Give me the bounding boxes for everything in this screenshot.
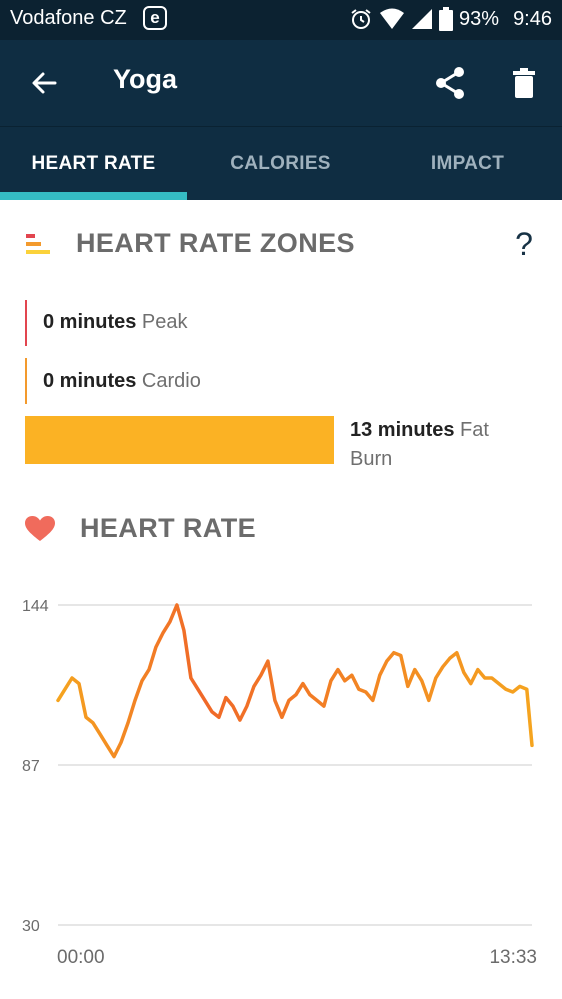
tab-heart-rate[interactable]: HEART RATE (31, 153, 156, 174)
fatburn-label-2: Burn (350, 448, 393, 470)
heart-rate-section-title: HEART RATE (80, 513, 256, 543)
peak-label: Peak (141, 311, 188, 333)
y-tick-label: 87 (22, 758, 40, 775)
peak-zone-line (25, 300, 27, 346)
y-tick-label: 30 (22, 918, 40, 935)
cardio-zone-row: 0 minutes Cardio (43, 367, 201, 396)
fatburn-zone-row: 13 minutes Fat Burn (350, 416, 530, 474)
share-icon (436, 67, 464, 99)
fatburn-bar (25, 416, 334, 464)
trash-icon (513, 68, 535, 98)
page-title: Yoga (113, 64, 178, 94)
wifi-icon (380, 8, 405, 29)
heart-rate-series-line (56, 603, 534, 759)
help-button[interactable]: ? (515, 226, 533, 262)
x-start-label: 00:00 (57, 947, 105, 968)
battery-percent: 93% (459, 7, 500, 30)
status-bar: Vodafone CZ e 93% 9:46 (0, 0, 562, 40)
clock-time: 9:46 (513, 7, 552, 30)
battery-icon (439, 7, 454, 31)
delete-button[interactable] (502, 61, 546, 105)
alarm-icon (351, 9, 371, 29)
cardio-minutes: 0 minutes (43, 370, 137, 392)
heart-icon (25, 516, 55, 541)
active-tab-indicator (0, 192, 187, 200)
cardio-label: Cardio (141, 370, 201, 392)
app-bar: Yoga (0, 40, 562, 126)
zones-section-title: HEART RATE ZONES (76, 228, 355, 258)
zones-bars-icon (26, 234, 50, 254)
tab-impact[interactable]: IMPACT (430, 153, 505, 174)
arrow-left-icon (32, 72, 57, 94)
cardio-zone-line (25, 358, 27, 404)
peak-zone-row: 0 minutes Peak (43, 308, 188, 337)
tab-calories[interactable]: CALORIES (230, 153, 331, 174)
status-right-group: 93% 9:46 (349, 6, 552, 32)
fatburn-label: Fat (460, 419, 489, 441)
signal-icon (412, 9, 433, 29)
peak-minutes: 0 minutes (43, 311, 137, 333)
fatburn-minutes: 13 minutes (350, 419, 455, 441)
heart-rate-chart: 144 87 30 00:00 13:33 (22, 598, 537, 968)
x-end-label: 13:33 (489, 947, 537, 968)
tab-bar: HEART RATE CALORIES IMPACT (0, 126, 562, 200)
back-button[interactable] (22, 61, 66, 105)
carrier-label: Vodafone CZ (10, 7, 127, 29)
share-button[interactable] (428, 61, 472, 105)
e-badge-icon: e (143, 6, 167, 30)
y-tick-label: 144 (22, 598, 49, 615)
